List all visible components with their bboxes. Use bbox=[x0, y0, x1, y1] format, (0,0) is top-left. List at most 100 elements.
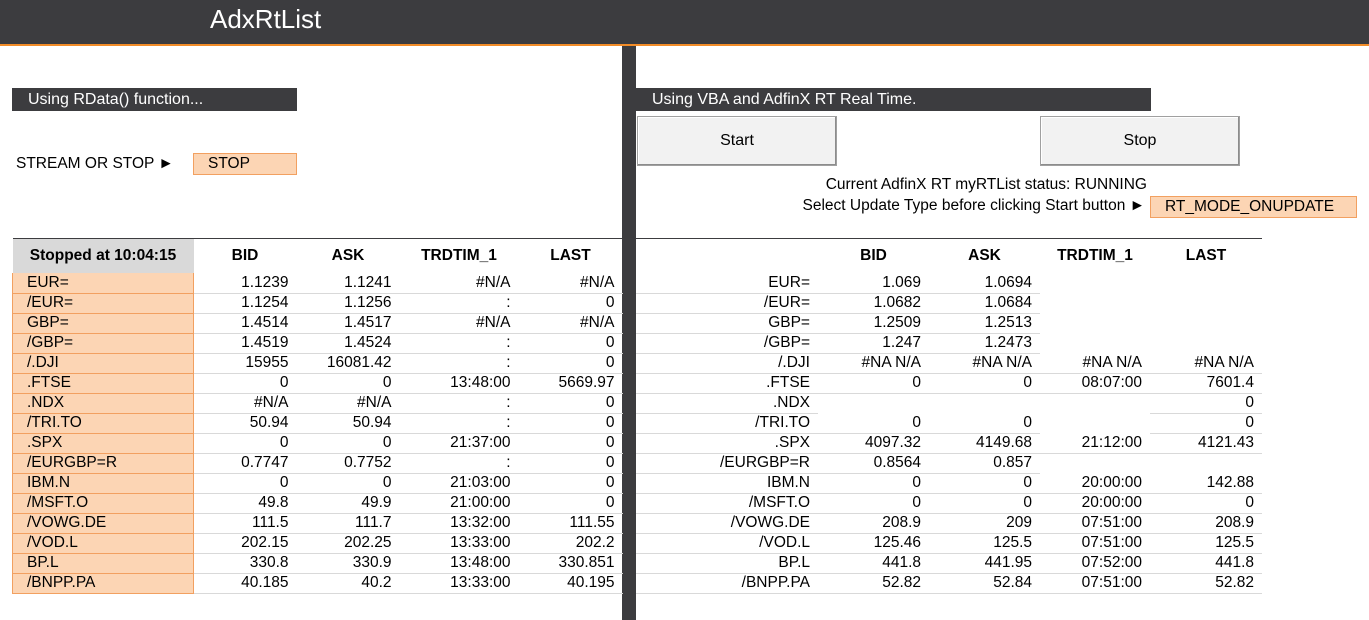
ask-cell[interactable]: 0 bbox=[296, 473, 400, 494]
bid-cell[interactable]: 202.15 bbox=[193, 533, 297, 554]
trdtim-cell[interactable]: 20:00:00 bbox=[1040, 493, 1150, 514]
symbol-cell[interactable]: .FTSE bbox=[12, 373, 194, 394]
trdtim-cell[interactable]: 21:00:00 bbox=[399, 493, 519, 514]
symbol-cell[interactable]: EUR= bbox=[636, 273, 818, 294]
bid-cell[interactable]: 49.8 bbox=[193, 493, 297, 514]
last-cell[interactable] bbox=[1150, 453, 1262, 473]
symbol-cell[interactable]: /VOWG.DE bbox=[12, 513, 194, 534]
bid-cell[interactable]: 0 bbox=[193, 473, 297, 494]
ask-cell[interactable]: 125.5 bbox=[929, 533, 1040, 554]
bid-cell[interactable]: 1.0682 bbox=[818, 293, 929, 314]
ask-cell[interactable]: 202.25 bbox=[296, 533, 400, 554]
last-cell[interactable]: 208.9 bbox=[1150, 513, 1262, 534]
symbol-cell[interactable]: IBM.N bbox=[636, 473, 818, 494]
symbol-cell[interactable]: /EURGBP=R bbox=[636, 453, 818, 474]
symbol-cell[interactable]: /EURGBP=R bbox=[12, 453, 194, 474]
trdtim-cell[interactable]: 21:12:00 bbox=[1040, 433, 1150, 454]
symbol-cell[interactable]: /GBP= bbox=[636, 333, 818, 354]
symbol-cell[interactable]: .SPX bbox=[12, 433, 194, 454]
trdtim-cell[interactable]: #N/A bbox=[399, 313, 519, 334]
last-cell[interactable]: 52.82 bbox=[1150, 573, 1262, 594]
trdtim-cell[interactable]: 07:51:00 bbox=[1040, 573, 1150, 594]
last-cell[interactable] bbox=[1150, 293, 1262, 313]
bid-cell[interactable]: 1.069 bbox=[818, 273, 929, 294]
symbol-cell[interactable]: BP.L bbox=[12, 553, 194, 574]
trdtim-cell[interactable]: 07:51:00 bbox=[1040, 513, 1150, 534]
last-cell[interactable]: 4121.43 bbox=[1150, 433, 1262, 454]
symbol-cell[interactable]: /EUR= bbox=[636, 293, 818, 314]
ask-cell[interactable]: 1.4524 bbox=[296, 333, 400, 354]
ask-cell[interactable]: 1.2473 bbox=[929, 333, 1040, 354]
symbol-cell[interactable]: /TRI.TO bbox=[636, 413, 818, 434]
last-cell[interactable]: 202.2 bbox=[518, 533, 623, 554]
symbol-cell[interactable]: /EUR= bbox=[12, 293, 194, 314]
bid-cell[interactable]: #N/A bbox=[193, 393, 297, 414]
trdtim-cell[interactable]: 21:37:00 bbox=[399, 433, 519, 454]
bid-cell[interactable]: 1.1239 bbox=[193, 273, 297, 294]
last-cell[interactable]: 0 bbox=[1150, 393, 1262, 414]
last-cell[interactable]: 0 bbox=[518, 413, 623, 434]
symbol-cell[interactable]: .NDX bbox=[12, 393, 194, 414]
trdtim-cell[interactable]: : bbox=[399, 413, 519, 434]
symbol-cell[interactable]: /BNPP.PA bbox=[636, 573, 818, 594]
ask-cell[interactable]: 0 bbox=[929, 373, 1040, 394]
trdtim-cell[interactable]: 07:52:00 bbox=[1040, 553, 1150, 574]
last-cell[interactable]: 111.55 bbox=[518, 513, 623, 534]
bid-cell[interactable] bbox=[818, 393, 929, 413]
update-type-cell[interactable]: RT_MODE_ONUPDATE bbox=[1150, 196, 1357, 218]
trdtim-cell[interactable]: : bbox=[399, 333, 519, 354]
last-cell[interactable] bbox=[1150, 273, 1262, 293]
trdtim-cell[interactable]: : bbox=[399, 353, 519, 374]
trdtim-cell[interactable] bbox=[1040, 333, 1150, 353]
ask-cell[interactable]: 50.94 bbox=[296, 413, 400, 434]
ask-cell[interactable]: 1.0694 bbox=[929, 273, 1040, 294]
symbol-cell[interactable]: .FTSE bbox=[636, 373, 818, 394]
last-cell[interactable]: 0 bbox=[518, 293, 623, 314]
ask-cell[interactable]: 40.2 bbox=[296, 573, 400, 594]
bid-cell[interactable]: 1.2509 bbox=[818, 313, 929, 334]
last-cell[interactable]: 0 bbox=[518, 433, 623, 454]
stream-or-stop-cell[interactable]: STOP bbox=[193, 153, 297, 175]
ask-cell[interactable]: 0 bbox=[929, 413, 1040, 434]
symbol-cell[interactable]: /BNPP.PA bbox=[12, 573, 194, 594]
last-cell[interactable]: 0 bbox=[518, 493, 623, 514]
last-cell[interactable]: #N/A bbox=[518, 273, 623, 294]
ask-cell[interactable]: 49.9 bbox=[296, 493, 400, 514]
start-button[interactable]: Start bbox=[637, 116, 837, 166]
ask-cell[interactable]: 111.7 bbox=[296, 513, 400, 534]
last-cell[interactable]: #NA N/A bbox=[1150, 353, 1262, 374]
bid-cell[interactable]: 208.9 bbox=[818, 513, 929, 534]
ask-cell[interactable]: #N/A bbox=[296, 393, 400, 414]
last-cell[interactable]: #N/A bbox=[518, 313, 623, 334]
bid-cell[interactable]: 4097.32 bbox=[818, 433, 929, 454]
symbol-cell[interactable]: /GBP= bbox=[12, 333, 194, 354]
bid-cell[interactable]: #NA N/A bbox=[818, 353, 929, 374]
ask-cell[interactable]: 0 bbox=[929, 473, 1040, 494]
bid-cell[interactable]: 0 bbox=[818, 473, 929, 494]
last-cell[interactable]: 330.851 bbox=[518, 553, 623, 574]
ask-cell[interactable]: 4149.68 bbox=[929, 433, 1040, 454]
ask-cell[interactable]: 0 bbox=[296, 373, 400, 394]
ask-cell[interactable]: 209 bbox=[929, 513, 1040, 534]
ask-cell[interactable]: #NA N/A bbox=[929, 353, 1040, 374]
trdtim-cell[interactable]: 20:00:00 bbox=[1040, 473, 1150, 494]
symbol-cell[interactable]: GBP= bbox=[636, 313, 818, 334]
bid-cell[interactable]: 125.46 bbox=[818, 533, 929, 554]
trdtim-cell[interactable]: 13:48:00 bbox=[399, 553, 519, 574]
ask-cell[interactable]: 441.95 bbox=[929, 553, 1040, 574]
ask-cell[interactable]: 0.7752 bbox=[296, 453, 400, 474]
symbol-cell[interactable]: /VOD.L bbox=[12, 533, 194, 554]
symbol-cell[interactable]: GBP= bbox=[12, 313, 194, 334]
bid-cell[interactable]: 52.82 bbox=[818, 573, 929, 594]
trdtim-cell[interactable]: 13:32:00 bbox=[399, 513, 519, 534]
ask-cell[interactable]: 330.9 bbox=[296, 553, 400, 574]
last-cell[interactable] bbox=[1150, 333, 1262, 353]
trdtim-cell[interactable]: #N/A bbox=[399, 273, 519, 294]
last-cell[interactable]: 0 bbox=[518, 473, 623, 494]
trdtim-cell[interactable] bbox=[1040, 393, 1150, 413]
symbol-cell[interactable]: /VOWG.DE bbox=[636, 513, 818, 534]
symbol-cell[interactable]: /MSFT.O bbox=[636, 493, 818, 514]
last-cell[interactable]: 441.8 bbox=[1150, 553, 1262, 574]
bid-cell[interactable]: 0 bbox=[193, 433, 297, 454]
bid-cell[interactable]: 330.8 bbox=[193, 553, 297, 574]
